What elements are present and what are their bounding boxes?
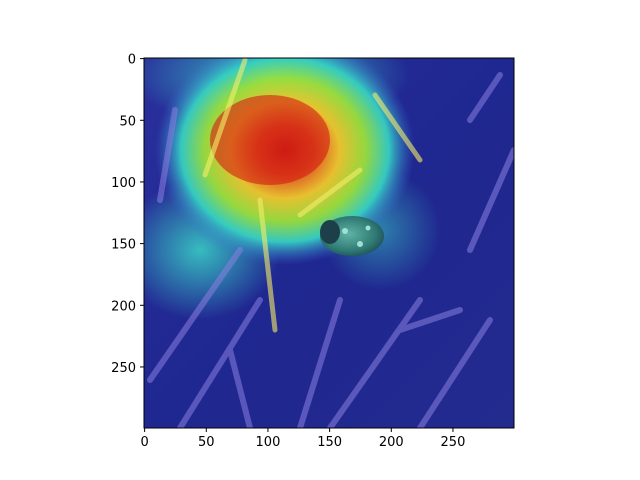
y-tick-label: 100 [111,176,136,191]
x-tick-label: 0 [140,435,148,450]
y-axis: 0 50 100 150 200 250 [111,53,144,376]
y-tick-label: 150 [111,238,136,253]
y-tick-label: 50 [119,114,136,129]
x-tick-label: 150 [317,435,342,450]
y-tick-label: 250 [111,361,136,376]
x-tick-label: 100 [256,435,281,450]
x-tick-label: 250 [441,435,466,450]
heatmap-image [144,58,514,428]
axes-frame [143,57,515,429]
y-tick-label: 200 [111,299,136,314]
x-tick-label: 200 [379,435,404,450]
beetle [320,216,384,256]
x-axis: 0 50 100 150 200 250 [140,428,465,450]
y-tick-label: 0 [128,53,136,68]
x-tick-label: 50 [198,435,215,450]
